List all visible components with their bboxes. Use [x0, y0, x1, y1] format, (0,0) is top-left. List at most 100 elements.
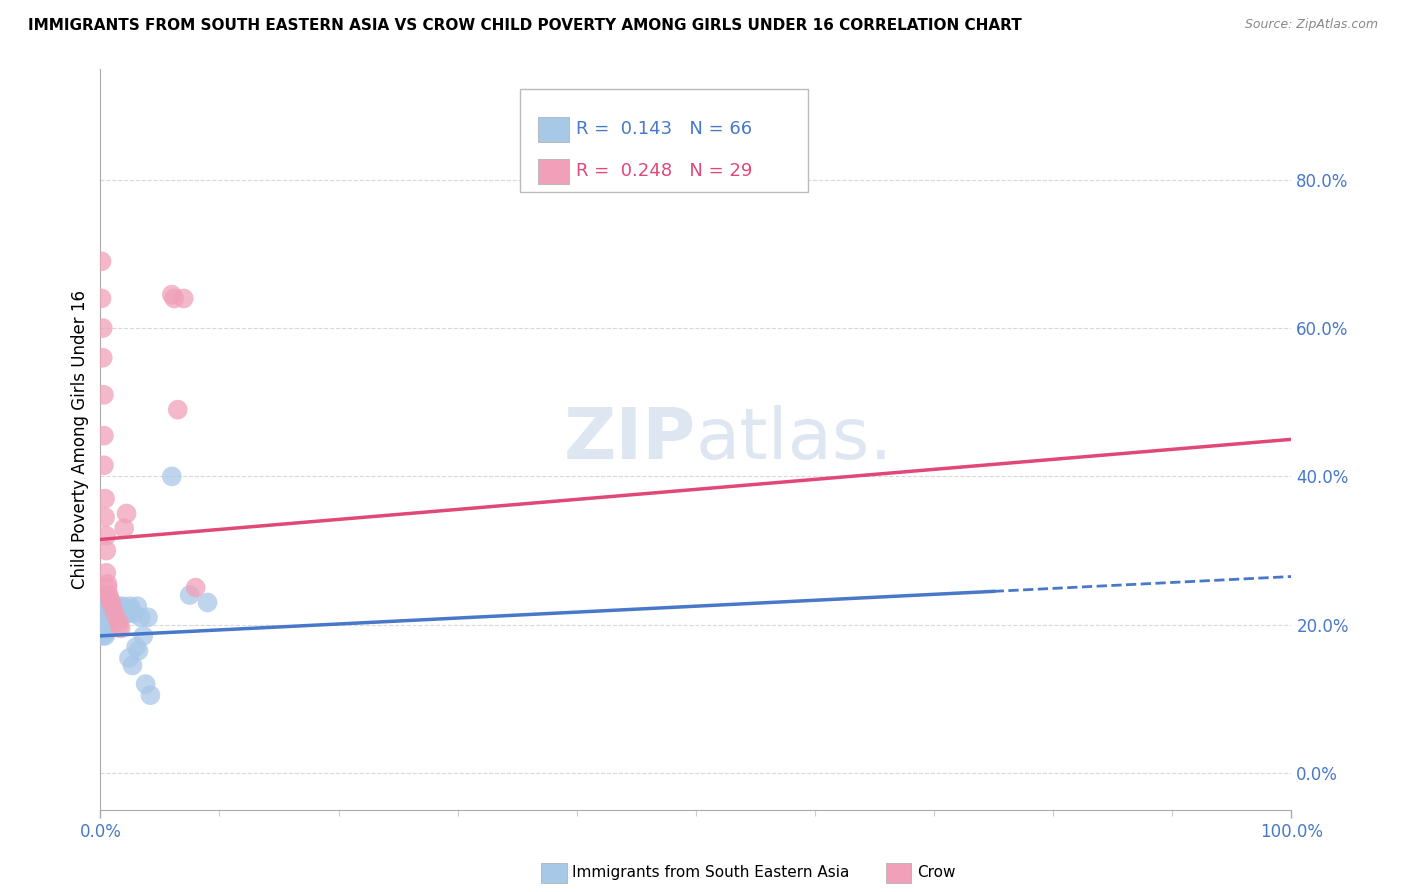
Point — [96, 607, 118, 621]
Point — [90, 292, 112, 306]
Point — [104, 607, 127, 621]
Point — [135, 677, 157, 691]
Point — [94, 510, 117, 524]
Point — [108, 603, 131, 617]
Point — [115, 603, 138, 617]
Point — [93, 617, 115, 632]
Point — [112, 607, 135, 621]
Point — [96, 614, 118, 628]
Point — [120, 599, 142, 614]
Point — [93, 595, 115, 609]
Point — [94, 491, 117, 506]
Point — [98, 607, 121, 621]
Text: R =  0.248   N = 29: R = 0.248 N = 29 — [576, 162, 752, 180]
Point — [111, 603, 134, 617]
Point — [117, 607, 139, 621]
Y-axis label: Child Poverty Among Girls Under 16: Child Poverty Among Girls Under 16 — [72, 290, 89, 589]
Point — [90, 588, 112, 602]
Point — [93, 622, 115, 636]
Point — [127, 599, 149, 614]
Point — [100, 610, 122, 624]
Point — [103, 610, 125, 624]
Point — [96, 610, 118, 624]
Point — [125, 640, 148, 654]
Point — [96, 599, 118, 614]
Point — [107, 614, 129, 628]
Point — [96, 581, 118, 595]
Point — [91, 617, 114, 632]
Point — [98, 614, 121, 628]
Point — [101, 599, 124, 614]
Point — [166, 402, 188, 417]
Point — [97, 603, 120, 617]
Point — [96, 617, 118, 632]
Point — [105, 607, 128, 621]
Point — [93, 610, 115, 624]
Text: Source: ZipAtlas.com: Source: ZipAtlas.com — [1244, 18, 1378, 31]
Point — [120, 603, 142, 617]
Point — [97, 610, 120, 624]
Point — [129, 610, 152, 624]
Point — [127, 643, 149, 657]
Point — [98, 599, 121, 614]
Point — [96, 603, 118, 617]
Point — [110, 607, 132, 621]
Point — [96, 566, 118, 580]
Point — [90, 603, 112, 617]
Point — [91, 351, 114, 365]
Point — [104, 603, 127, 617]
Point — [103, 603, 125, 617]
Text: Immigrants from South Eastern Asia: Immigrants from South Eastern Asia — [572, 865, 849, 880]
Point — [100, 603, 122, 617]
Point — [108, 617, 131, 632]
Point — [90, 254, 112, 268]
Point — [136, 610, 159, 624]
Point — [94, 629, 117, 643]
Text: R =  0.143   N = 66: R = 0.143 N = 66 — [576, 120, 752, 138]
Point — [91, 599, 114, 614]
Point — [90, 622, 112, 636]
Point — [197, 595, 219, 609]
Point — [104, 607, 127, 621]
Point — [121, 658, 143, 673]
Point — [94, 614, 117, 628]
Point — [132, 629, 155, 643]
Point — [97, 622, 120, 636]
Point — [96, 543, 118, 558]
Point — [91, 629, 114, 643]
Point — [160, 469, 183, 483]
Point — [91, 607, 114, 621]
Point — [110, 622, 132, 636]
Point — [98, 591, 121, 606]
Point — [94, 599, 117, 614]
Point — [96, 625, 118, 640]
Point — [107, 599, 129, 614]
Point — [93, 388, 115, 402]
Point — [97, 588, 120, 602]
Text: IMMIGRANTS FROM SOUTH EASTERN ASIA VS CROW CHILD POVERTY AMONG GIRLS UNDER 16 CO: IMMIGRANTS FROM SOUTH EASTERN ASIA VS CR… — [28, 18, 1022, 33]
Text: atlas.: atlas. — [696, 405, 893, 474]
Point — [96, 577, 118, 591]
Point — [94, 607, 117, 621]
Point — [179, 588, 201, 602]
Point — [94, 622, 117, 636]
Text: ZIP: ZIP — [564, 405, 696, 474]
Point — [101, 607, 124, 621]
Point — [93, 458, 115, 473]
Point — [111, 599, 134, 614]
Point — [173, 292, 195, 306]
Point — [184, 581, 207, 595]
Point — [93, 428, 115, 442]
Point — [112, 521, 135, 535]
Point — [104, 599, 127, 614]
Point — [163, 292, 186, 306]
Point — [101, 599, 124, 614]
Text: Crow: Crow — [917, 865, 955, 880]
Point — [118, 651, 141, 665]
Point — [90, 614, 112, 628]
Point — [139, 688, 162, 702]
Point — [115, 507, 138, 521]
Point — [93, 603, 115, 617]
Point — [160, 287, 183, 301]
Point — [122, 607, 145, 621]
